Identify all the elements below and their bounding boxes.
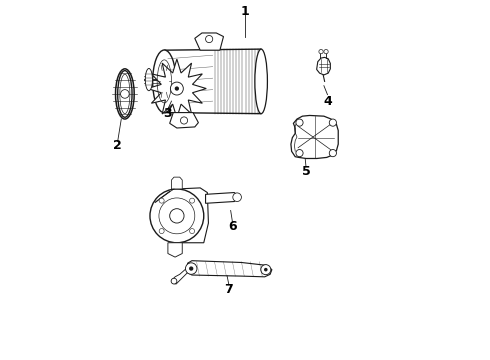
Polygon shape: [172, 269, 188, 284]
Polygon shape: [177, 188, 208, 243]
Circle shape: [233, 193, 242, 202]
Circle shape: [189, 266, 194, 271]
Text: 3: 3: [164, 107, 172, 120]
Circle shape: [329, 149, 337, 157]
Circle shape: [150, 189, 204, 243]
Text: 5: 5: [301, 165, 310, 177]
Polygon shape: [195, 33, 223, 50]
Polygon shape: [291, 116, 338, 158]
Polygon shape: [205, 193, 240, 203]
Circle shape: [324, 49, 328, 54]
Text: 2: 2: [113, 139, 122, 152]
Circle shape: [159, 198, 164, 203]
Circle shape: [296, 119, 303, 126]
Circle shape: [261, 265, 271, 275]
Polygon shape: [147, 59, 206, 118]
Circle shape: [296, 149, 303, 157]
Ellipse shape: [118, 71, 132, 117]
Ellipse shape: [153, 50, 176, 113]
Circle shape: [159, 229, 164, 234]
Polygon shape: [164, 49, 261, 114]
Ellipse shape: [146, 68, 152, 91]
Ellipse shape: [255, 49, 268, 114]
Circle shape: [171, 82, 183, 95]
Circle shape: [171, 278, 177, 284]
Circle shape: [190, 198, 195, 203]
Text: 7: 7: [224, 283, 233, 296]
Circle shape: [121, 90, 129, 98]
Circle shape: [175, 86, 179, 91]
Circle shape: [190, 229, 195, 234]
Polygon shape: [188, 261, 272, 277]
Circle shape: [180, 117, 188, 124]
Circle shape: [186, 263, 197, 274]
Circle shape: [205, 36, 213, 42]
Circle shape: [319, 49, 323, 54]
Circle shape: [264, 268, 268, 271]
Polygon shape: [317, 57, 330, 75]
Text: 6: 6: [228, 220, 237, 233]
Text: 4: 4: [323, 95, 332, 108]
Circle shape: [329, 119, 337, 126]
Polygon shape: [168, 243, 182, 257]
Polygon shape: [170, 113, 198, 128]
Circle shape: [170, 209, 184, 223]
Polygon shape: [172, 177, 182, 189]
Text: 1: 1: [241, 5, 249, 18]
